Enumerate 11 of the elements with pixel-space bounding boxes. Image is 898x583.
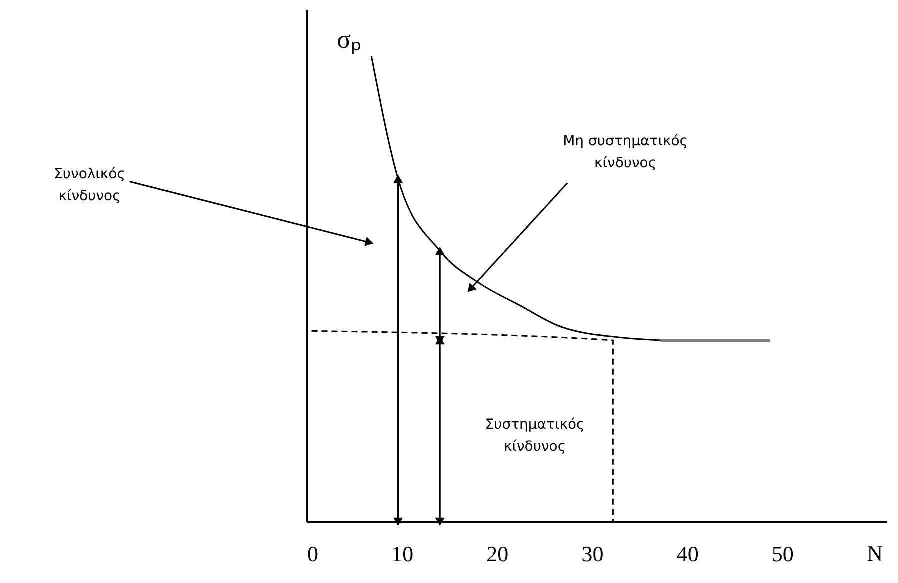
x-tick-label: 20: [486, 542, 509, 566]
x-tick-label: 0: [308, 542, 318, 566]
annotation: Συστηματικός κίνδυνος: [485, 417, 585, 455]
x-tick-label: 10: [392, 542, 414, 566]
x-tick-label: 50: [772, 542, 794, 566]
annotation: Συνολικός κίνδυνος: [54, 166, 126, 205]
annotation: Μη συστηματικός κίνδυνος: [563, 133, 688, 172]
x-axis-title: N: [867, 541, 884, 566]
x-tick-label: 40: [676, 542, 699, 566]
y-axis-title: σₚ: [337, 25, 362, 55]
x-tick-label: 30: [582, 542, 604, 566]
